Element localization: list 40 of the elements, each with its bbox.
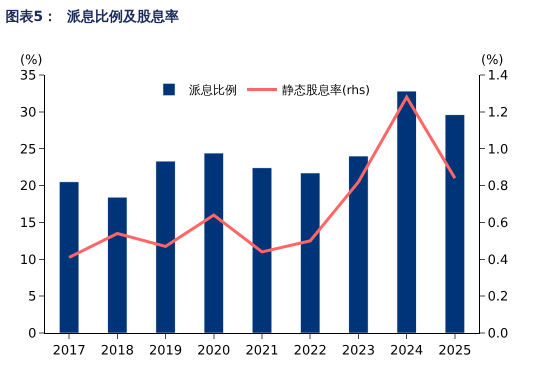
y-tick-label: 30 <box>20 105 36 120</box>
x-tick-label: 2025 <box>438 344 472 359</box>
x-tick-label: 2019 <box>149 344 182 359</box>
bar <box>348 156 368 333</box>
x-tick-label: 2022 <box>294 344 327 359</box>
y-tick-label: 35 <box>20 68 36 84</box>
y2-tick-label: 0.0 <box>488 326 508 342</box>
y-tick-label: 10 <box>20 252 36 268</box>
y-tick-label: 25 <box>20 142 36 158</box>
x-tick-label: 2021 <box>245 344 279 359</box>
y2-tick-label: 1.2 <box>488 105 508 120</box>
y2-tick-label: 1.0 <box>488 142 508 158</box>
y2-tick-label: 1.4 <box>488 68 508 84</box>
bar <box>396 90 417 333</box>
y2-tick-label: 0.2 <box>488 290 508 305</box>
x-tick-label: 2020 <box>197 344 230 359</box>
bar <box>204 152 224 333</box>
legend-label: 静态股息率(rhs) <box>282 83 370 98</box>
chart-title: 图表5： 派息比例及股息率 <box>5 8 179 26</box>
y2-axis-title: (%) <box>481 53 504 68</box>
bar <box>59 182 80 333</box>
x-tick-label: 2017 <box>52 344 86 359</box>
y-tick-label: 0 <box>28 326 36 342</box>
y-tick-label: 20 <box>20 179 36 194</box>
bar <box>156 161 176 333</box>
x-tick-label: 2024 <box>390 344 424 359</box>
bar <box>444 114 465 333</box>
legend-label: 派息比例 <box>189 83 237 98</box>
bar <box>107 197 128 333</box>
y2-tick-label: 0.6 <box>488 216 508 231</box>
bar <box>252 168 272 333</box>
y-axis-title: (%) <box>20 53 42 68</box>
y2-tick-label: 0.8 <box>488 179 508 194</box>
y-tick-label: 5 <box>28 290 36 305</box>
y-tick-label: 15 <box>20 216 36 231</box>
bar <box>300 172 320 333</box>
x-tick-label: 2023 <box>342 344 375 359</box>
line-series <box>68 96 456 259</box>
y2-tick-label: 0.4 <box>488 252 508 268</box>
x-tick-label: 2018 <box>100 344 134 359</box>
